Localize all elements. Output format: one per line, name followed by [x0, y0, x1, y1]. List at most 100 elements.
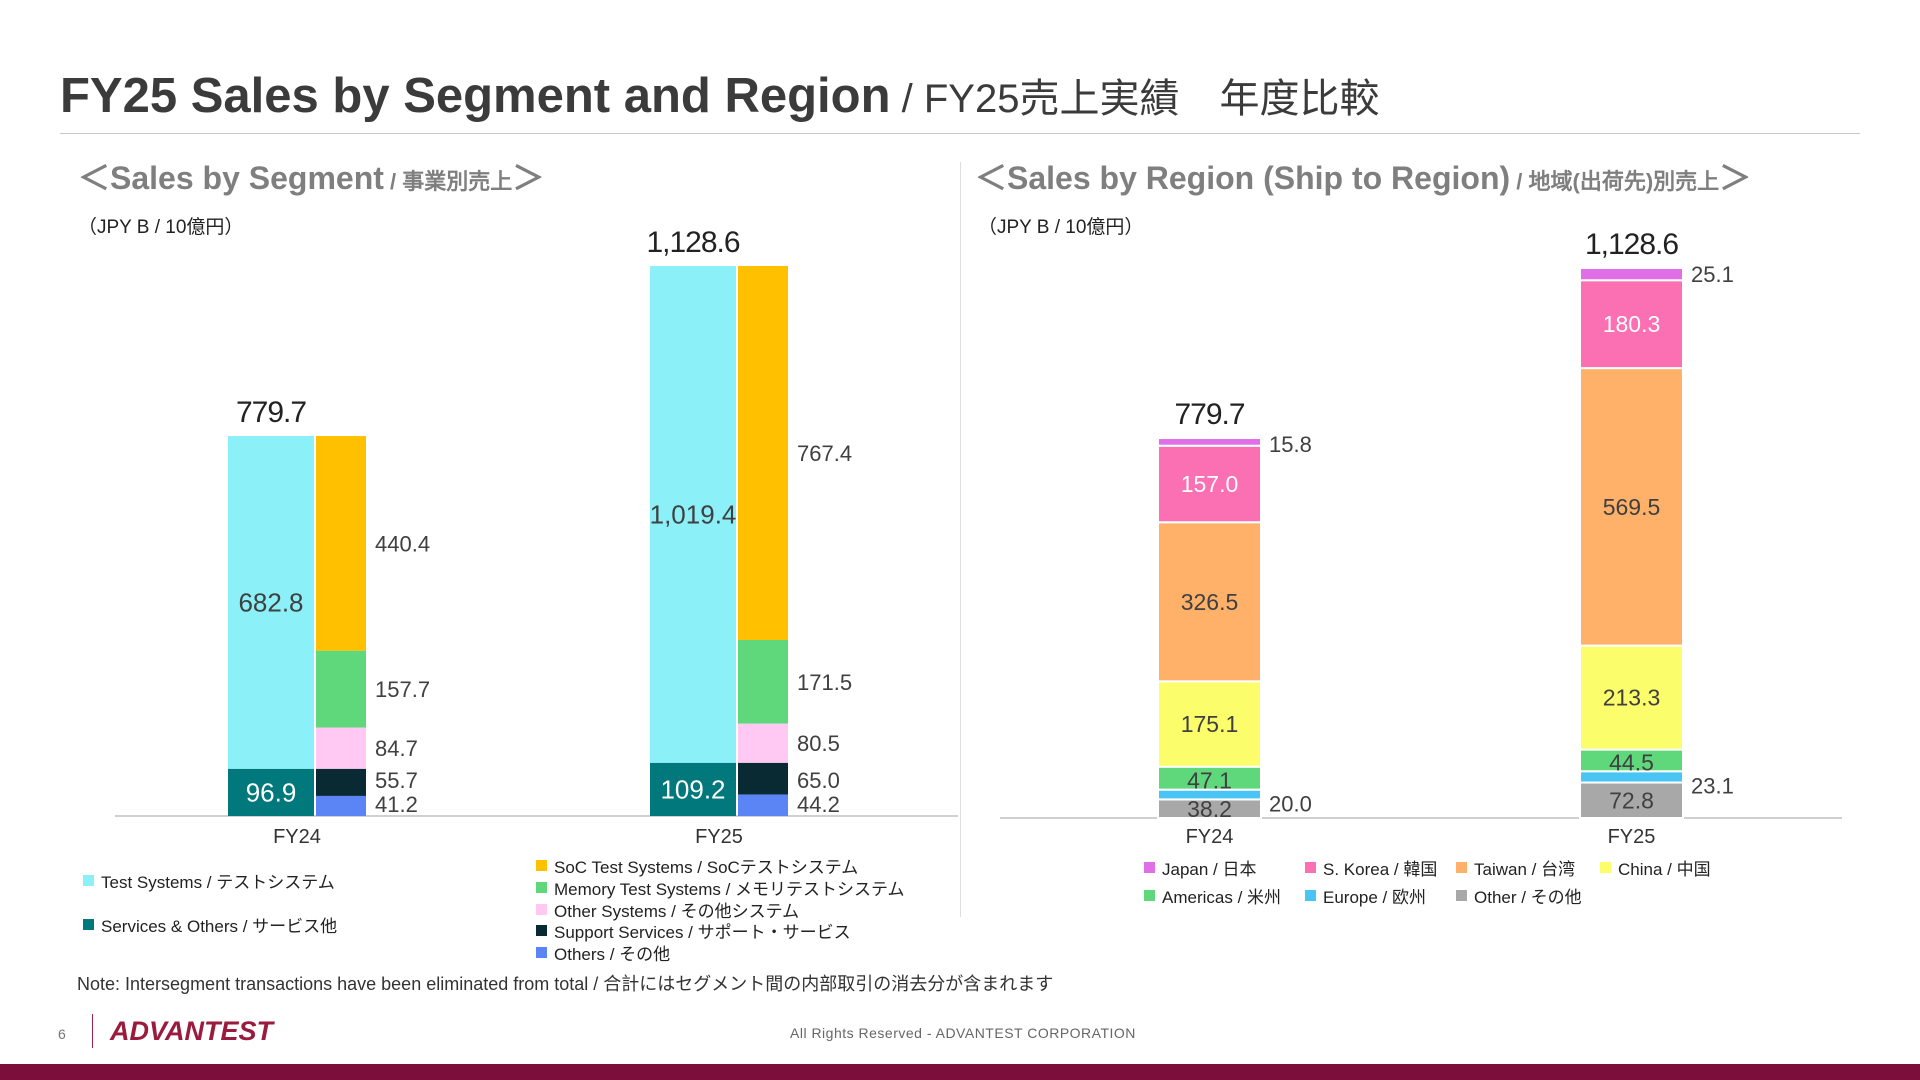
data-label-memory-test-systems-fy25: 171.5 — [797, 670, 852, 695]
legend-swatch — [1305, 890, 1316, 901]
legend-swatch — [536, 925, 547, 936]
bar-services-others-fy24 — [228, 768, 314, 816]
legend-label: Others / その他 — [554, 945, 671, 964]
region-heading-end: ＞ — [1719, 160, 1752, 196]
region-legend-item-china: China / 中国 — [1600, 855, 1711, 880]
data-label-china-fy24: 175.1 — [1181, 711, 1239, 737]
data-label-other-systems-fy25: 80.5 — [797, 731, 840, 756]
data-label-support-services-fy24: 55.7 — [375, 768, 418, 793]
region-x-tick-fy25: FY25 — [1608, 826, 1656, 848]
page-number: 6 — [58, 1026, 66, 1042]
data-label-other-systems-fy24: 84.7 — [375, 736, 418, 761]
legend-label: Europe / 欧州 — [1323, 888, 1426, 907]
intersegment-note: Note: Intersegment transactions have bee… — [77, 974, 1054, 994]
segment-legend-item-soc-test-systems: SoC Test Systems / SoCテストシステム — [536, 853, 858, 878]
legend-label: S. Korea / 韓国 — [1323, 860, 1438, 879]
legend-swatch — [1144, 862, 1155, 873]
data-label-china-fy25: 213.3 — [1603, 685, 1661, 711]
bar-soc-test-systems-fy24 — [316, 436, 366, 651]
footer-bar — [0, 1064, 1920, 1080]
bar-test-systems-fy24 — [228, 436, 314, 769]
region-legend-item-europe: Europe / 欧州 — [1305, 883, 1426, 908]
bar-taiwan-fy24 — [1157, 521, 1262, 683]
section-divider — [960, 162, 961, 917]
page-title-sub: / FY25売上実績 年度比較 — [890, 77, 1380, 121]
bar-test-systems-fy25 — [650, 266, 736, 763]
region-legend-item-taiwan: Taiwan / 台湾 — [1456, 855, 1575, 880]
segment-legend-item-other-systems: Other Systems / その他システム — [536, 897, 799, 922]
bar-japan-fy25 — [1579, 267, 1684, 282]
bar-other-fy25 — [1579, 781, 1684, 819]
data-label-americas-fy24: 47.1 — [1187, 768, 1232, 794]
legend-label: China / 中国 — [1618, 860, 1711, 879]
region-heading-main: ＜Sales by Region (Ship to Region) — [975, 160, 1511, 196]
bar-china-fy24 — [1157, 680, 1262, 768]
segment-heading-sub: / 事業別売上 — [383, 169, 513, 194]
page-title: FY25 Sales by Segment and Region / FY25売… — [60, 66, 1379, 124]
legend-swatch — [536, 904, 547, 915]
data-label-other-fy24: 38.2 — [1187, 796, 1232, 822]
legend-swatch — [83, 875, 94, 886]
data-label-s-korea-fy24: 157.0 — [1181, 471, 1239, 497]
title-divider — [60, 133, 1860, 134]
total-label-region-fy24: 779.7 — [1174, 398, 1244, 431]
legend-swatch — [83, 919, 94, 930]
segment-legend-item-services-others: Services & Others / サービス他 — [83, 912, 337, 937]
data-label-services-others-fy24: 96.9 — [246, 777, 297, 807]
legend-swatch — [536, 882, 547, 893]
region-legend-item-s-korea: S. Korea / 韓国 — [1305, 855, 1437, 880]
legend-label: Japan / 日本 — [1162, 860, 1257, 879]
data-label-others-fy24: 41.2 — [375, 792, 418, 817]
data-label-japan-fy24: 15.8 — [1269, 432, 1312, 457]
data-label-soc-test-systems-fy25: 767.4 — [797, 441, 852, 466]
legend-swatch — [1600, 862, 1611, 873]
region-legend-item-americas: Americas / 米州 — [1144, 883, 1281, 908]
data-label-test-systems-fy25: 1,019.4 — [650, 499, 737, 529]
advantest-logo: ADVANTEST — [110, 1016, 274, 1046]
bar-soc-test-systems-fy25 — [738, 266, 788, 640]
legend-label: Other / その他 — [1474, 888, 1582, 907]
region-unit-label: （JPY B / 10億円） — [978, 217, 1144, 238]
total-label-fy25: 1,128.6 — [646, 226, 739, 259]
legend-swatch — [1305, 862, 1316, 873]
segment-legend-item-support-services: Support Services / サポート・サービス — [536, 918, 851, 943]
legend-label: Taiwan / 台湾 — [1474, 860, 1576, 879]
data-label-s-korea-fy25: 180.3 — [1603, 311, 1661, 337]
legend-label: Other Systems / その他システム — [554, 902, 800, 921]
total-label-region-fy25: 1,128.6 — [1585, 228, 1678, 261]
segment-heading-main: ＜Sales by Segment — [78, 160, 384, 196]
copyright-text: All Rights Reserved - ADVANTEST CORPORAT… — [790, 1025, 1136, 1041]
data-label-test-systems-fy24: 682.8 — [238, 587, 303, 617]
segment-legend-item-test-systems: Test Systems / テストシステム — [83, 868, 335, 893]
legend-swatch — [1456, 862, 1467, 873]
bar-others-fy24 — [316, 795, 366, 816]
legend-label: Americas / 米州 — [1162, 888, 1282, 907]
segment-heading-end: ＞ — [512, 160, 545, 196]
bar-others-fy25 — [738, 794, 788, 816]
legend-label: Test Systems / テストシステム — [101, 873, 335, 892]
legend-label: Services & Others / サービス他 — [101, 917, 338, 936]
region-legend-item-japan: Japan / 日本 — [1144, 855, 1257, 880]
legend-swatch — [536, 860, 547, 871]
data-label-europe-fy24: 20.0 — [1269, 792, 1312, 817]
bar-services-others-fy25 — [650, 762, 736, 816]
data-label-europe-fy25: 23.1 — [1691, 773, 1734, 798]
segment-unit-label: （JPY B / 10億円） — [78, 217, 244, 238]
x-tick-fy24: FY24 — [273, 826, 321, 848]
data-label-taiwan-fy24: 326.5 — [1181, 589, 1239, 615]
legend-label: SoC Test Systems / SoCテストシステム — [554, 858, 859, 877]
legend-swatch — [1456, 890, 1467, 901]
bar-memory-test-systems-fy25 — [738, 639, 788, 724]
segment-heading: ＜Sales by Segment / 事業別売上＞ — [78, 153, 544, 199]
logo-separator — [92, 1014, 93, 1048]
region-heading: ＜Sales by Region (Ship to Region) / 地域(出… — [975, 153, 1751, 199]
total-label-fy24: 779.7 — [236, 396, 306, 429]
legend-label: Memory Test Systems / メモリテストシステム — [554, 880, 905, 899]
legend-label: Support Services / サポート・サービス — [554, 923, 851, 942]
data-label-taiwan-fy25: 569.5 — [1603, 494, 1661, 520]
x-tick-fy25: FY25 — [695, 826, 743, 848]
region-legend-item-other: Other / その他 — [1456, 883, 1582, 908]
data-label-soc-test-systems-fy24: 440.4 — [375, 531, 430, 556]
bar-support-services-fy25 — [738, 762, 788, 795]
